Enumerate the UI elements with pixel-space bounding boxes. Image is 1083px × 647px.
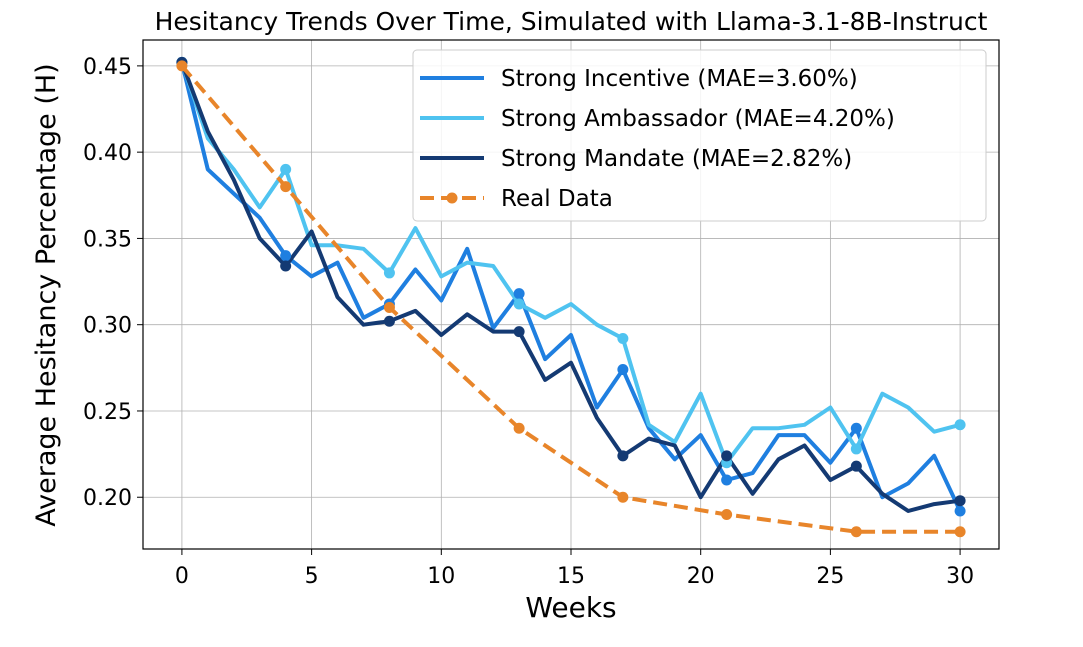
series-3-marker <box>954 526 966 538</box>
series-2-marker <box>383 315 395 327</box>
legend-marker-3 <box>446 192 458 204</box>
series-3-marker <box>280 181 292 193</box>
y-tick-label: 0.35 <box>83 227 132 252</box>
series-line-0 <box>179 61 962 512</box>
series-line-2 <box>180 61 961 513</box>
series-1-marker <box>513 298 525 310</box>
series-2-marker <box>954 495 966 507</box>
series-3-marker <box>176 60 188 72</box>
series-1-marker <box>954 419 966 431</box>
series-2-marker <box>850 460 862 472</box>
series-3-marker <box>850 526 862 538</box>
series-3-marker <box>383 301 395 313</box>
series-2-marker <box>617 450 629 462</box>
chart-title: Hesitancy Trends Over Time, Simulated wi… <box>155 7 988 36</box>
series-0-marker <box>954 505 966 517</box>
legend-box <box>412 49 987 222</box>
series-line-1 <box>180 61 961 465</box>
x-tick-label: 5 <box>305 564 319 589</box>
series-3-marker <box>617 491 629 503</box>
series-1-marker <box>280 163 292 175</box>
legend-label-3: Real Data <box>501 186 613 212</box>
series-1-marker <box>850 443 862 455</box>
series-0-marker <box>721 474 733 486</box>
x-tick-label: 20 <box>687 564 715 589</box>
legend-label-1: Strong Ambassador (MAE=4.20%) <box>501 106 895 132</box>
series-3-marker <box>721 508 733 520</box>
y-tick-label: 0.45 <box>83 55 132 80</box>
series-lines <box>179 61 962 534</box>
y-axis-label: Average Hesitancy Percentage (H) <box>31 63 62 526</box>
x-tick-label: 25 <box>816 564 844 589</box>
series-3-marker <box>513 422 525 434</box>
x-tick-label: 10 <box>427 564 455 589</box>
series-2-marker <box>721 450 733 462</box>
series-markers <box>176 56 966 538</box>
series-0-marker <box>850 422 862 434</box>
legend-label-2: Strong Mandate (MAE=2.82%) <box>501 146 852 172</box>
y-tick-label: 0.30 <box>83 314 132 339</box>
y-tick-label: 0.25 <box>83 400 132 425</box>
axis-ticks: 0 5 10 15 20 25 30 0.20 0.25 0.30 0.35 0.40 0.45 <box>83 55 974 589</box>
legend-label-0: Strong Incentive (MAE=3.60%) <box>501 66 858 92</box>
series-2-marker <box>513 326 525 338</box>
x-tick-label: 15 <box>557 564 585 589</box>
x-axis-label: Weeks <box>525 591 616 624</box>
y-tick-label: 0.20 <box>83 486 132 511</box>
x-tick-label: 0 <box>175 564 189 589</box>
series-1-marker <box>383 267 395 279</box>
legend: Strong Incentive (MAE=3.60%) Strong Ambas… <box>412 49 987 222</box>
series-0-marker <box>280 250 292 262</box>
series-line-3 <box>180 64 961 534</box>
y-tick-label: 0.40 <box>83 141 132 166</box>
series-0-marker <box>617 364 629 376</box>
series-2-marker <box>280 260 292 272</box>
series-0-marker <box>513 288 525 300</box>
series-1-marker <box>617 332 629 344</box>
x-tick-label: 30 <box>946 564 974 589</box>
